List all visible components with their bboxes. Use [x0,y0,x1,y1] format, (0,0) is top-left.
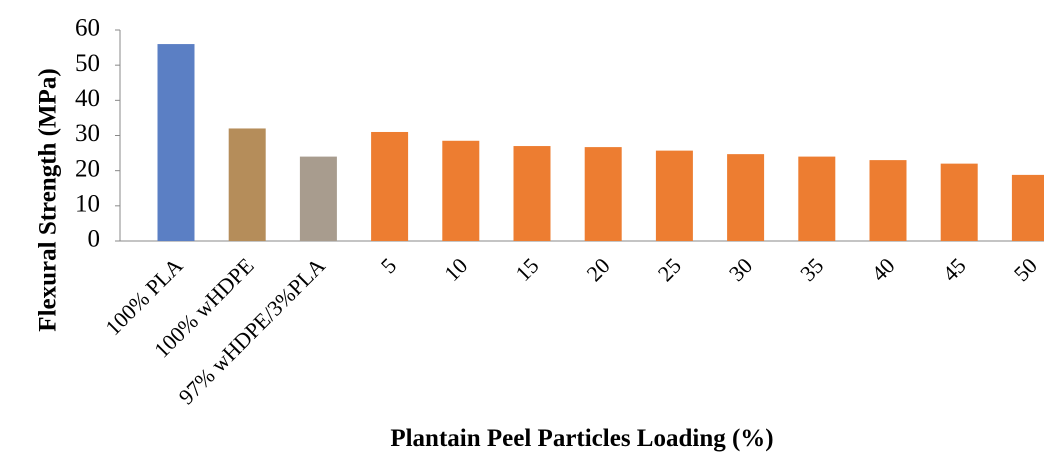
x-tick-label: 45 [938,253,971,286]
x-tick-label: 40 [866,253,899,286]
x-tick-label: 5 [376,253,401,278]
bar [798,157,835,241]
bar [727,154,764,241]
bar [514,146,551,241]
x-tick-label: 15 [510,253,543,286]
bar [229,128,266,241]
x-tick-label: 30 [724,253,757,286]
bar [442,141,479,241]
y-tick-label: 0 [88,226,101,253]
bar [870,160,907,241]
y-axis-title: Flexural Strength (MPa) [35,68,62,331]
x-tick-label: 50 [1009,253,1042,286]
bar [1012,175,1044,241]
x-axis-title: Plantain Peel Particles Loading (%) [390,425,773,452]
x-tick-label: 10 [439,253,472,286]
y-tick-label: 30 [75,120,100,147]
x-tick-label: 20 [582,253,615,286]
y-tick-label: 10 [75,191,100,218]
y-tick-label: 50 [75,50,100,77]
chart: Flexural Strength (MPa) Plantain Peel Pa… [0,0,1044,454]
x-tick-label: 25 [653,253,686,286]
y-tick-label: 20 [75,155,100,182]
bar [300,157,337,241]
y-tick-label: 60 [75,15,100,42]
bar [941,164,978,241]
bar [158,44,195,241]
bar [656,151,693,241]
y-tick-label: 40 [75,85,100,112]
bar [585,147,622,241]
x-tick-label: 35 [795,253,828,286]
bar [371,132,408,241]
